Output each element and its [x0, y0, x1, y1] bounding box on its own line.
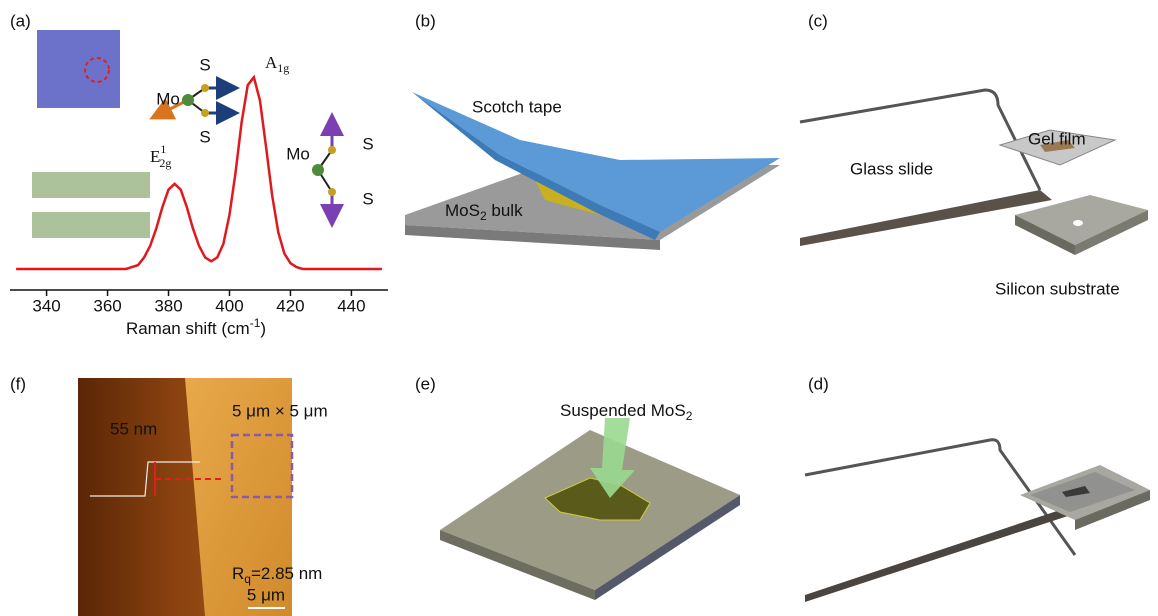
atom — [312, 164, 324, 176]
suspended-panel: Suspended MoS2 — [440, 401, 740, 600]
atom — [328, 146, 336, 154]
peak-sub: 2g — [159, 156, 171, 170]
label-sub: q — [244, 572, 251, 586]
x-tick-label: 440 — [337, 296, 365, 315]
label-sup: -1 — [250, 316, 261, 330]
x-tick-label: 360 — [93, 296, 121, 315]
area-label: 5 μm × 5 μm — [232, 401, 328, 420]
label-text: =2.85 nm — [251, 564, 322, 583]
atom-label: S — [362, 189, 373, 208]
peak-text: A — [265, 53, 278, 72]
height-label: 55 nm — [110, 419, 157, 438]
panel-label: (f) — [10, 374, 26, 393]
x-axis-label: Raman shift (cm-1) — [126, 316, 266, 338]
glass-edge — [805, 505, 1080, 602]
panel-label: (d) — [808, 374, 829, 393]
label-sub: 2 — [686, 409, 693, 423]
scale-label: 5 μm — [247, 585, 285, 604]
x-tick-label: 400 — [215, 296, 243, 315]
hole — [1073, 220, 1083, 226]
panel-label: (c) — [808, 11, 828, 30]
panel-label: (e) — [415, 374, 436, 393]
label-text: bulk — [487, 201, 523, 220]
label-text: MoS — [445, 201, 480, 220]
label-text: R — [232, 564, 244, 583]
suspended-label: Suspended MoS2 — [560, 401, 693, 423]
figure: (a) (b) (c) (f) (e) (d) A1g E12g Raman s… — [0, 0, 1158, 616]
panel-label: (a) — [10, 11, 31, 30]
atom — [201, 109, 209, 117]
atom — [201, 84, 209, 92]
atom-label: S — [199, 127, 210, 146]
peak-sup: 1 — [160, 142, 166, 156]
atom — [328, 188, 336, 196]
transfer-panel: Gel film Glass slide Silicon substrate — [800, 90, 1148, 298]
label-text: Raman shift (cm — [126, 319, 250, 338]
exfoliation-panel: Scotch tape MoS2 bulk — [405, 92, 780, 250]
crystal-layer — [32, 172, 150, 198]
peak-label: A1g — [265, 53, 289, 75]
x-tick-label: 340 — [32, 296, 60, 315]
panel-label: (b) — [415, 11, 436, 30]
x-tick-label: 380 — [154, 296, 182, 315]
atom-label: S — [362, 134, 373, 153]
atom — [182, 94, 194, 106]
glass-edge — [800, 190, 1052, 246]
assembly-panel — [805, 440, 1150, 602]
atom-label: Mo — [286, 144, 310, 163]
glass-label: Glass slide — [850, 159, 933, 178]
x-tick-label: 420 — [276, 296, 304, 315]
optical-image — [37, 30, 120, 108]
substrate-label: Silicon substrate — [995, 279, 1120, 298]
crystal-layer — [32, 212, 150, 238]
gel-label: Gel film — [1028, 129, 1086, 148]
label-text: ) — [260, 319, 266, 338]
label-text: Suspended MoS — [560, 401, 686, 420]
peak-sub: 1g — [277, 61, 289, 75]
afm-panel: 55 nm 5 μm × 5 μm Rq=2.85 nm 5 μm — [78, 378, 328, 616]
atom-label: S — [199, 55, 210, 74]
atom-label: Mo — [156, 89, 180, 108]
tape-label: Scotch tape — [472, 97, 562, 116]
